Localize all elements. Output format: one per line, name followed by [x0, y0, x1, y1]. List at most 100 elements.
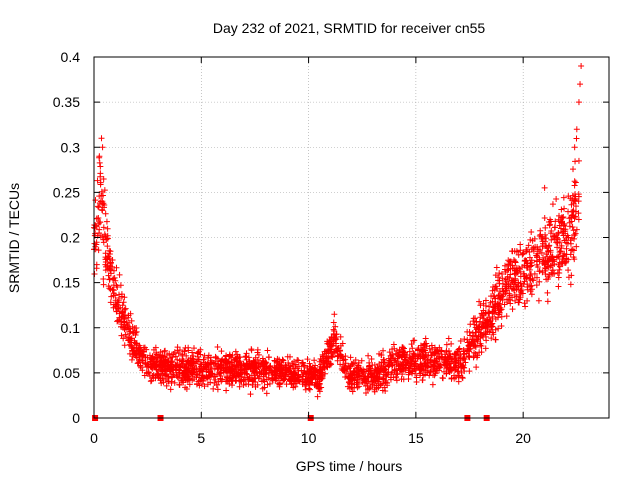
data-point	[354, 384, 361, 391]
data-point	[452, 360, 459, 367]
data-point	[495, 325, 502, 332]
data-point	[107, 248, 114, 255]
data-point	[129, 347, 136, 354]
data-point	[512, 258, 519, 265]
data-point	[547, 230, 554, 237]
x-tick-label: 20	[515, 430, 531, 446]
data-point	[161, 362, 168, 369]
data-point	[287, 353, 294, 360]
data-point	[478, 349, 485, 356]
data-point	[249, 382, 256, 389]
data-point	[273, 376, 280, 383]
axis-ticks	[93, 56, 609, 419]
data-point	[571, 215, 578, 222]
data-point	[532, 243, 539, 250]
data-point	[95, 214, 102, 221]
data-point	[431, 350, 438, 357]
data-point	[168, 378, 175, 385]
data-point	[279, 367, 286, 374]
data-point	[543, 276, 550, 283]
data-point	[337, 333, 344, 340]
data-point	[526, 275, 533, 282]
data-point	[312, 373, 319, 380]
data-point	[396, 346, 403, 353]
data-point	[517, 294, 524, 301]
data-point	[148, 377, 155, 384]
data-point	[385, 362, 392, 369]
data-point	[476, 298, 483, 305]
data-point	[100, 224, 107, 231]
data-point	[242, 354, 249, 361]
data-point	[159, 366, 166, 373]
data-point	[527, 272, 534, 279]
data-point	[167, 354, 174, 361]
data-point	[386, 349, 393, 356]
data-point	[266, 380, 273, 387]
data-point	[536, 267, 543, 274]
data-point	[549, 262, 556, 269]
data-point	[526, 254, 533, 261]
data-point	[512, 297, 519, 304]
data-point	[402, 354, 409, 361]
data-point	[528, 229, 535, 236]
data-point	[190, 352, 197, 359]
data-point	[190, 360, 197, 367]
data-point	[120, 299, 127, 306]
data-point	[520, 250, 527, 257]
data-point	[461, 336, 468, 343]
data-point	[198, 361, 205, 368]
data-point	[97, 179, 104, 186]
data-point	[545, 264, 552, 271]
data-point	[94, 177, 101, 184]
data-point	[494, 314, 501, 321]
data-point	[189, 349, 196, 356]
data-point	[519, 290, 526, 297]
data-point	[492, 307, 499, 314]
data-point	[234, 351, 241, 358]
data-point	[455, 368, 462, 375]
data-point	[238, 376, 245, 383]
data-point	[295, 357, 302, 364]
data-point	[361, 375, 368, 382]
data-point	[292, 372, 299, 379]
data-point	[203, 373, 210, 380]
data-point	[212, 376, 219, 383]
data-point	[199, 368, 206, 375]
data-point	[181, 348, 188, 355]
data-point	[184, 367, 191, 374]
data-point	[573, 135, 580, 142]
data-point	[410, 350, 417, 357]
data-point	[320, 359, 327, 366]
data-point	[394, 370, 401, 377]
data-point	[390, 341, 397, 348]
data-point	[548, 236, 555, 243]
data-point	[557, 225, 564, 232]
data-point	[114, 284, 121, 291]
data-point	[489, 298, 496, 305]
data-point	[101, 187, 108, 194]
data-point	[488, 335, 495, 342]
data-point	[212, 360, 219, 367]
data-point	[96, 153, 103, 160]
data-point	[167, 386, 174, 393]
data-point	[482, 345, 489, 352]
data-point	[236, 359, 243, 366]
data-point	[411, 363, 418, 370]
data-point	[147, 378, 154, 385]
data-point	[454, 348, 461, 355]
data-point	[215, 358, 222, 365]
data-point	[371, 362, 378, 369]
data-point	[333, 340, 340, 347]
data-point	[467, 345, 474, 352]
data-point	[565, 256, 572, 263]
data-point	[96, 193, 103, 200]
data-point	[474, 325, 481, 332]
data-point	[137, 344, 144, 351]
data-point	[399, 368, 406, 375]
data-point	[330, 319, 337, 326]
data-point	[223, 387, 230, 394]
y-tick-label: 0.15	[53, 275, 80, 291]
data-point	[122, 312, 129, 319]
data-point	[554, 235, 561, 242]
data-point	[378, 351, 385, 358]
